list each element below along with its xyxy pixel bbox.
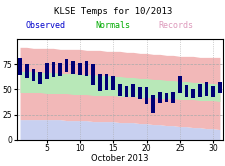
Bar	[124, 86, 128, 96]
Bar	[118, 84, 121, 95]
Bar	[84, 61, 88, 76]
Bar	[210, 86, 214, 96]
Bar	[91, 64, 95, 85]
Bar	[171, 92, 174, 103]
Text: Normals: Normals	[95, 21, 130, 30]
Bar	[31, 69, 35, 82]
Text: KLSE Temps for 10/2013: KLSE Temps for 10/2013	[54, 7, 171, 16]
Bar	[51, 62, 55, 77]
Bar	[98, 74, 101, 91]
Bar	[184, 85, 188, 96]
Text: Observed: Observed	[25, 21, 65, 30]
Bar	[65, 59, 68, 72]
Bar	[217, 83, 221, 93]
Bar	[191, 89, 194, 97]
Bar	[151, 94, 154, 113]
Bar	[144, 87, 148, 104]
Bar	[18, 58, 22, 75]
Bar	[197, 84, 201, 96]
Bar	[104, 74, 108, 90]
Bar	[58, 63, 62, 76]
Bar	[131, 84, 135, 96]
Bar	[78, 63, 81, 75]
Bar	[45, 63, 48, 80]
Bar	[25, 64, 28, 79]
X-axis label: October 2013: October 2013	[91, 154, 148, 163]
Bar	[38, 72, 42, 84]
Bar	[158, 92, 161, 103]
Bar	[71, 61, 75, 74]
Text: Records: Records	[158, 21, 193, 30]
Bar	[137, 87, 141, 98]
Bar	[111, 76, 115, 90]
Bar	[204, 83, 207, 95]
Bar	[164, 93, 168, 102]
Bar	[177, 76, 181, 93]
